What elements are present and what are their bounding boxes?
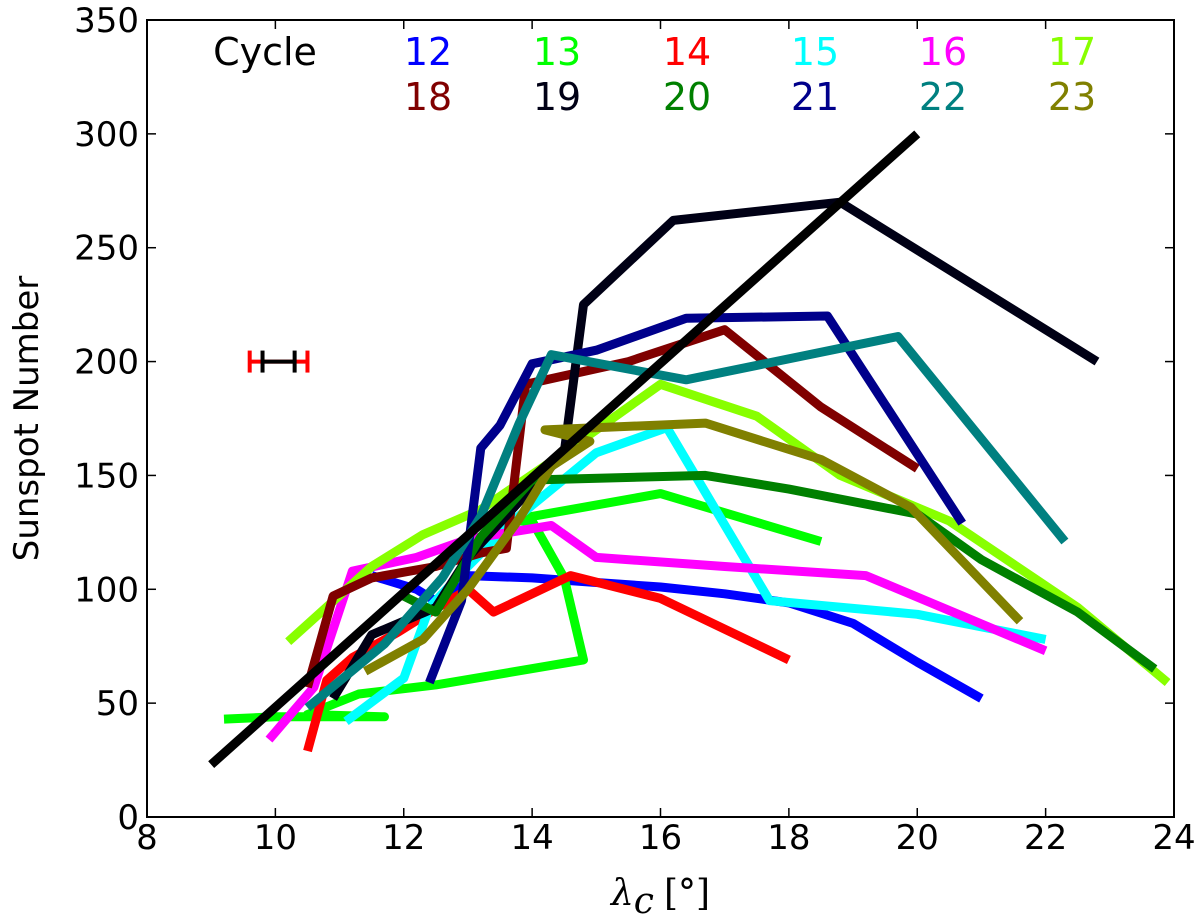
- series-layer: [223, 197, 1171, 753]
- y-tick-label: 350: [74, 1, 139, 41]
- x-tick-label: 16: [639, 818, 682, 858]
- x-tick-label: 24: [1152, 818, 1195, 858]
- legend-entry-cycle-17: 17: [1048, 30, 1096, 74]
- series-line-cycle-18: [303, 325, 920, 689]
- x-tick-label: 14: [510, 818, 553, 858]
- legend-entry-cycle-16: 16: [919, 30, 967, 74]
- series-line-cycle-22: [304, 332, 1069, 712]
- legend-entry-cycle-18: 18: [404, 75, 452, 119]
- y-tick-label: 300: [74, 115, 139, 155]
- legend-entry-cycle-13: 13: [533, 30, 581, 74]
- y-tick-label: 250: [74, 229, 139, 269]
- legend: Cycle 12 13 14 15 16 17 18 19 20 21 22 23: [213, 30, 1096, 119]
- y-tick-label: 100: [74, 570, 139, 610]
- series-line-cycle-23: [363, 418, 1024, 676]
- x-axis-unit: [°]: [664, 873, 710, 914]
- x-tick-label: 22: [1024, 818, 1067, 858]
- legend-entry-cycle-23: 23: [1048, 75, 1096, 119]
- series-line-cycle-20: [401, 470, 1158, 673]
- error-bar-2: [260, 350, 297, 373]
- fit-layer: [208, 130, 921, 768]
- x-tick-label: 18: [767, 818, 810, 858]
- x-axis-title: λc [°]: [609, 873, 710, 918]
- legend-entry-cycle-20: 20: [663, 75, 711, 119]
- series-line-cycle-13: [223, 489, 823, 724]
- y-tick-label: 150: [74, 456, 139, 496]
- tick-layer: 8 10 12 14 16 18 20 22 24 0 50 100 150 200 250 300 350: [74, 1, 1196, 858]
- series-line-cycle-17: [285, 379, 1171, 687]
- x-tick-label: 8: [136, 818, 158, 858]
- x-tick-label: 10: [254, 818, 297, 858]
- legend-entry-cycle-22: 22: [919, 75, 967, 119]
- series-line-cycle-21: [425, 311, 966, 685]
- errorbar-layer: [247, 350, 310, 373]
- legend-entry-cycle-12: 12: [404, 30, 452, 74]
- y-axis-title: Sunspot Number: [7, 276, 47, 562]
- x-tick-label: 12: [382, 818, 425, 858]
- legend-title: Cycle: [213, 30, 317, 74]
- legend-entry-cycle-14: 14: [663, 30, 711, 74]
- y-tick-label: 50: [96, 684, 139, 724]
- x-axis-symbol: λ: [609, 873, 634, 914]
- y-tick-label: 0: [117, 798, 139, 838]
- legend-entry-cycle-19: 19: [533, 75, 581, 119]
- x-tick-label: 20: [896, 818, 939, 858]
- y-tick-label: 200: [74, 343, 139, 383]
- legend-entry-cycle-15: 15: [791, 30, 839, 74]
- legend-entry-cycle-21: 21: [791, 75, 839, 119]
- fit-line: [208, 130, 921, 768]
- x-axis-subscript: c: [634, 881, 654, 918]
